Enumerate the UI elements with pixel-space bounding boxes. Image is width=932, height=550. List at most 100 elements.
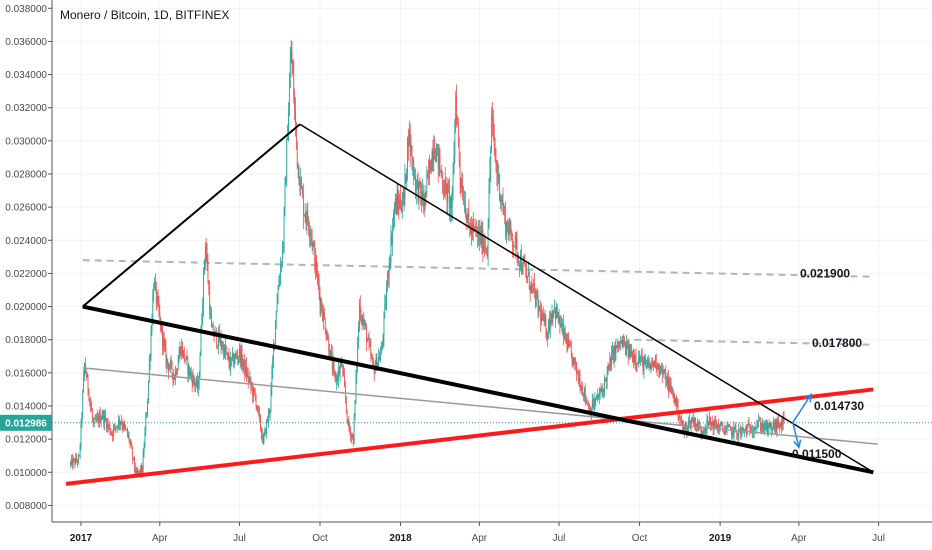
candle-body (563, 328, 565, 338)
candle-body (77, 460, 78, 463)
candle-body (124, 423, 126, 427)
candle (284, 176, 286, 217)
candle-body (464, 202, 466, 217)
candle (91, 401, 92, 412)
candle (706, 413, 708, 438)
candle-body (176, 370, 177, 375)
candle-body (131, 443, 133, 449)
candle-body (457, 123, 459, 139)
candle-body (781, 421, 783, 426)
candle-body (200, 327, 202, 356)
candle-body (604, 379, 605, 393)
candle-body (449, 190, 450, 209)
candle-body (633, 356, 634, 363)
candle-body (551, 313, 553, 323)
candle (238, 355, 239, 365)
candle-body (130, 442, 132, 444)
candle-body (177, 362, 179, 370)
candle (608, 364, 610, 371)
candle (245, 359, 246, 378)
candle (417, 171, 419, 205)
candle-body (492, 116, 493, 121)
candle (86, 371, 88, 378)
candle-body (722, 423, 724, 429)
candle (387, 269, 389, 287)
candle-body (780, 422, 781, 427)
candle (310, 229, 312, 246)
upper-right-trend-line (299, 123, 874, 473)
candle (424, 185, 426, 212)
candle-body (353, 416, 355, 445)
candle-body (492, 120, 494, 131)
candle-body (311, 235, 313, 247)
candle (359, 295, 361, 322)
candle (379, 351, 380, 361)
candle (537, 289, 539, 319)
candle (446, 183, 448, 214)
candle-body (675, 397, 677, 408)
candle-body (226, 353, 228, 355)
candle (133, 457, 134, 461)
candle (652, 357, 654, 368)
candle (125, 424, 127, 430)
candle (405, 173, 407, 185)
candle (406, 168, 408, 190)
candle (148, 380, 149, 404)
candle (615, 338, 617, 361)
candle-body (192, 375, 194, 385)
candle (272, 355, 274, 380)
candle-body (547, 332, 549, 339)
candle (264, 426, 266, 437)
candle (291, 41, 293, 78)
candle (510, 219, 512, 242)
candle (356, 364, 358, 384)
candle-body (575, 362, 577, 365)
candle (628, 339, 630, 359)
y-tick-label: 0.036000 (5, 37, 47, 48)
candle-body (136, 471, 138, 474)
candle (775, 417, 777, 435)
candle-body (601, 390, 603, 392)
candle-body (330, 349, 332, 355)
candle-body (134, 457, 135, 468)
candle-body (724, 431, 725, 435)
candle (266, 418, 268, 439)
candle (217, 344, 218, 350)
candle (400, 185, 401, 211)
y-tick-label: 0.022000 (5, 269, 47, 280)
candle (657, 363, 659, 371)
candle-body (422, 191, 423, 204)
candle-body (384, 303, 386, 315)
candle (465, 208, 467, 230)
candle-body (288, 86, 290, 114)
candle (183, 349, 184, 359)
candle-body (79, 445, 81, 456)
candle (176, 368, 178, 375)
candle (208, 280, 210, 296)
candle (116, 425, 118, 429)
candle-body (415, 180, 417, 192)
candle (158, 295, 160, 318)
candle-body (334, 369, 336, 378)
candle-body (765, 421, 767, 430)
candle (673, 390, 675, 404)
candle-body (118, 419, 120, 428)
candle-body (220, 337, 222, 347)
candle (596, 394, 598, 400)
candle-body (725, 430, 727, 431)
candle-body (390, 236, 392, 262)
candle (112, 430, 113, 442)
candle-body (387, 274, 389, 278)
candle (462, 173, 464, 201)
candle (105, 418, 107, 433)
candle (721, 421, 723, 426)
candle (598, 393, 599, 400)
candle-body (428, 172, 429, 174)
candle-body (524, 263, 526, 267)
candle (354, 399, 356, 421)
candle-body (778, 419, 780, 428)
candle-body (132, 448, 134, 459)
candle-body (633, 356, 635, 362)
candle (563, 314, 564, 346)
